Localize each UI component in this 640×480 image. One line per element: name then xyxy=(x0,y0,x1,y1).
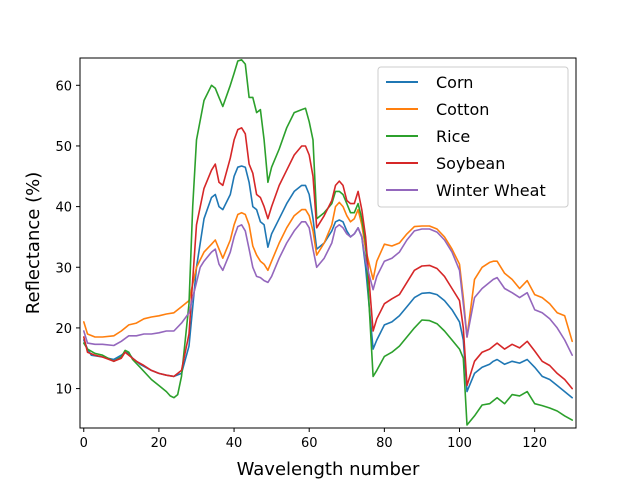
x-tick-label: 40 xyxy=(226,436,243,451)
series-line-rice xyxy=(83,59,573,426)
y-tick-label: 40 xyxy=(55,201,72,216)
series-layer xyxy=(83,59,573,426)
legend-label: Corn xyxy=(436,73,473,92)
y-tick-label: 10 xyxy=(55,383,72,398)
series-line-soybean xyxy=(83,127,573,390)
y-axis-ticks: 10 20 30 40 50 60 xyxy=(55,79,80,398)
y-tick-label: 60 xyxy=(55,79,72,94)
legend-label: Winter Wheat xyxy=(436,181,546,200)
series-line-corn xyxy=(83,165,573,399)
series-line-winter-wheat xyxy=(83,221,573,356)
legend-box xyxy=(377,66,569,208)
x-axis-ticks: 0 20 40 60 80 100 120 xyxy=(80,428,547,451)
y-tick-label: 50 xyxy=(55,140,72,155)
y-axis-title: Reflectance (%) xyxy=(23,172,44,314)
legend-label: Cotton xyxy=(436,100,489,119)
legend: Corn Cotton Rice Soybean Winter Wheat xyxy=(377,66,569,208)
x-tick-label: 20 xyxy=(151,436,168,451)
x-tick-label: 100 xyxy=(447,436,472,451)
x-axis-title: Wavelength number xyxy=(237,459,420,480)
y-tick-label: 30 xyxy=(55,261,72,276)
series-line-cotton xyxy=(83,201,573,343)
legend-label: Rice xyxy=(436,127,470,146)
legend-label: Soybean xyxy=(436,154,505,173)
x-tick-label: 0 xyxy=(80,436,88,451)
x-tick-label: 120 xyxy=(522,436,547,451)
y-tick-label: 20 xyxy=(55,322,72,337)
x-tick-label: 80 xyxy=(376,436,393,451)
plot-frame xyxy=(79,57,577,429)
x-tick-label: 60 xyxy=(301,436,318,451)
